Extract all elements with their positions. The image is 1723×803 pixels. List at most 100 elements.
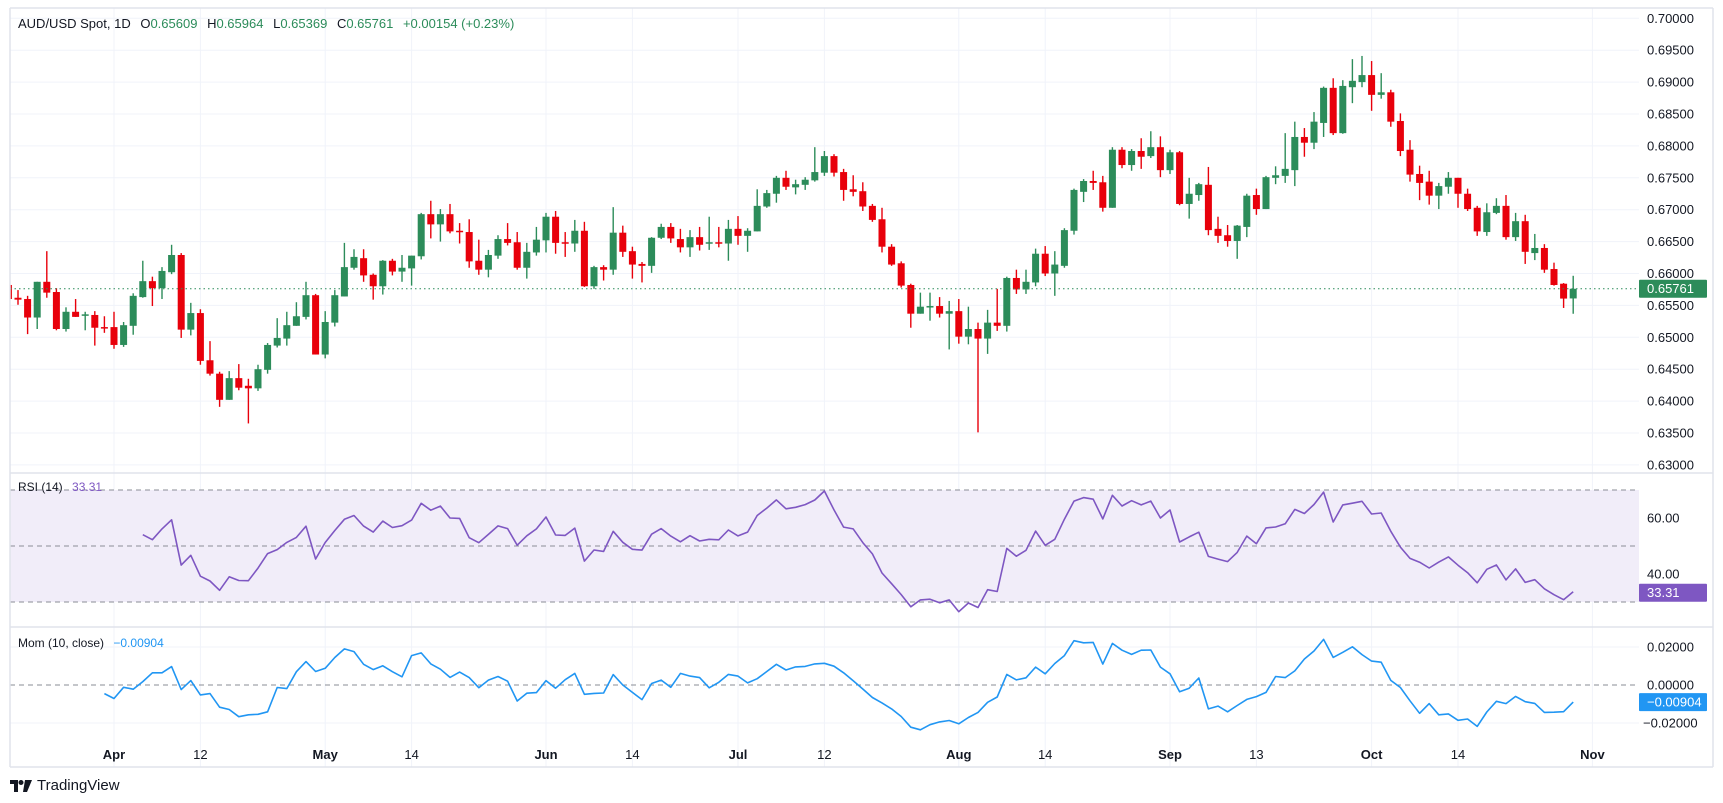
candle-body	[609, 232, 617, 270]
change-value: +0.00154 (+0.23%)	[402, 16, 515, 31]
candle-body	[619, 232, 627, 252]
candle-body	[955, 311, 963, 337]
momentum-value: −0.00904	[113, 636, 164, 650]
candle	[1147, 131, 1155, 159]
time-tick-label: Oct	[1361, 747, 1383, 762]
time-tick-label: Nov	[1580, 747, 1605, 762]
candle-body	[1320, 87, 1328, 123]
candle-body	[724, 228, 732, 244]
candle-body	[379, 260, 387, 287]
candle-body	[129, 295, 137, 326]
momentum-value-badge-label: −0.00904	[1647, 695, 1702, 710]
candle-body	[542, 216, 550, 241]
candle	[878, 207, 886, 253]
candle-body	[446, 214, 454, 232]
candle-body	[840, 172, 848, 190]
candle	[1281, 133, 1289, 183]
candle-body	[878, 219, 886, 247]
candle	[1080, 179, 1088, 203]
candle-body	[1214, 228, 1222, 236]
candle-body	[1358, 75, 1366, 83]
candle-body	[532, 239, 540, 253]
candle	[676, 228, 684, 253]
candle	[907, 283, 915, 328]
candle	[456, 223, 464, 244]
candle	[81, 311, 89, 331]
candle-body	[1281, 168, 1289, 176]
candle	[580, 221, 588, 287]
symbol-title[interactable]: AUD/USD Spot, 1D	[18, 16, 131, 31]
candle	[667, 223, 675, 243]
candle	[830, 154, 838, 177]
candle-body	[974, 329, 982, 339]
candle-body	[1051, 264, 1059, 274]
candle	[1089, 170, 1097, 190]
candle-body	[1099, 182, 1107, 208]
candle-body	[744, 230, 752, 236]
candle	[820, 151, 828, 176]
candle-body	[1464, 193, 1472, 210]
candle	[369, 273, 377, 300]
candle	[187, 302, 195, 336]
price-tick-label: 0.70000	[1647, 11, 1694, 26]
candle	[1531, 233, 1539, 261]
candle	[1060, 228, 1068, 268]
candle	[14, 290, 22, 305]
candle-body	[52, 292, 60, 330]
candle	[62, 307, 70, 332]
candle	[811, 147, 819, 182]
candle-body	[369, 274, 377, 287]
candle	[1214, 216, 1222, 243]
candle	[849, 175, 857, 197]
candle-body	[1435, 186, 1443, 196]
candle-body	[849, 189, 857, 192]
momentum-title[interactable]: Mom (10, close)	[18, 636, 105, 650]
candle	[1099, 175, 1107, 212]
candle	[916, 292, 924, 314]
rsi-line	[142, 490, 1574, 613]
candle	[43, 251, 51, 298]
candle	[840, 168, 848, 201]
time-tick-label: 12	[817, 747, 831, 762]
candle	[1406, 140, 1414, 182]
candle-body	[1224, 235, 1232, 241]
tradingview-logo[interactable]: TradingView	[10, 777, 120, 794]
candle-body	[1262, 177, 1270, 210]
candle	[273, 318, 281, 348]
candle-body	[686, 237, 694, 248]
candle	[964, 306, 972, 345]
rsi-legend: RSI (14) 33.31	[18, 480, 102, 494]
candle	[446, 203, 454, 234]
candle	[888, 244, 896, 266]
candle	[1483, 203, 1491, 236]
candle-body	[907, 284, 915, 314]
price-tick-label: 0.69000	[1647, 75, 1694, 90]
candle-body	[43, 281, 51, 293]
candle	[734, 216, 742, 245]
candle	[254, 364, 262, 391]
candle-body	[235, 378, 243, 388]
candle-body	[561, 242, 569, 244]
candle-body	[427, 214, 435, 225]
candle	[110, 311, 118, 349]
high-value: 0.65964	[216, 16, 264, 31]
candle-body	[513, 242, 521, 268]
candle	[1300, 128, 1308, 157]
candle-body	[1339, 85, 1347, 134]
candle	[782, 170, 790, 190]
candle-body	[436, 214, 444, 225]
candle	[331, 290, 339, 327]
candle-body	[72, 311, 80, 317]
candle-body	[1396, 121, 1404, 152]
candle-body	[1291, 136, 1299, 171]
candle	[148, 276, 156, 307]
candle	[1233, 225, 1241, 259]
candle-body	[1195, 184, 1203, 196]
candle	[1329, 78, 1337, 136]
candle-body	[475, 260, 483, 270]
candle	[1137, 138, 1145, 169]
rsi-title[interactable]: RSI (14)	[18, 480, 63, 494]
candle	[532, 226, 540, 256]
momentum-tick-label: 0.00000	[1647, 678, 1694, 693]
